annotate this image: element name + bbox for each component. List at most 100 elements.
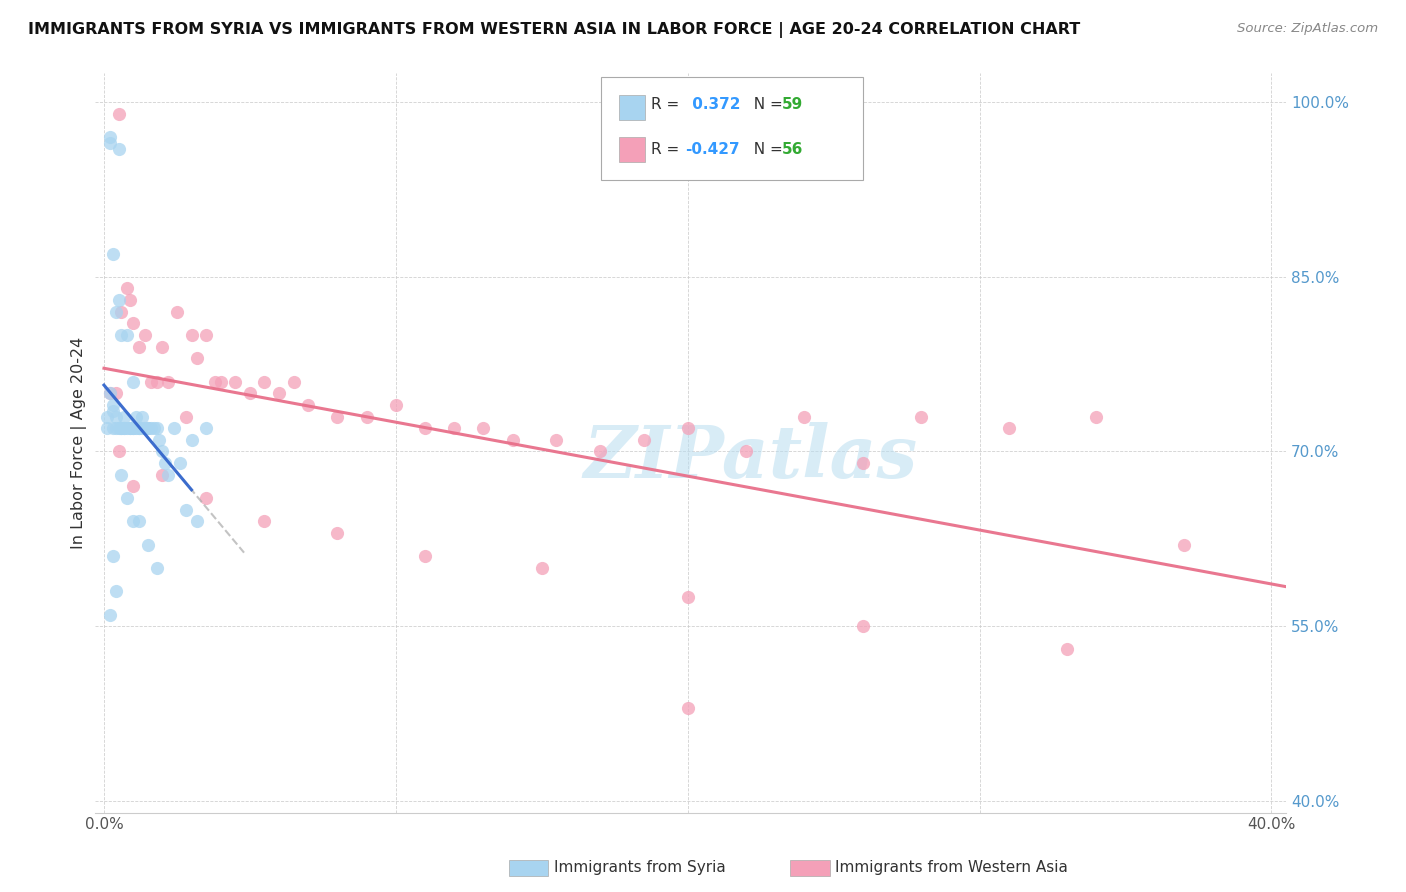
- Point: [150, 444, 173, 458]
- Point: [104, 304, 127, 318]
- Point: [101, 246, 124, 260]
- Point: [128, 340, 150, 354]
- FancyBboxPatch shape: [619, 137, 645, 161]
- Point: [145, 561, 167, 575]
- Point: [180, 328, 202, 343]
- Point: [413, 421, 436, 435]
- Point: [125, 421, 148, 435]
- Point: [157, 467, 180, 482]
- Point: [131, 409, 153, 424]
- Y-axis label: In Labor Force | Age 20-24: In Labor Force | Age 20-24: [72, 336, 87, 549]
- Point: [546, 433, 568, 447]
- Point: [120, 421, 142, 435]
- Point: [297, 398, 319, 412]
- Point: [385, 398, 408, 412]
- Point: [101, 398, 124, 412]
- Point: [356, 409, 378, 424]
- Point: [155, 456, 177, 470]
- Point: [112, 421, 135, 435]
- Point: [125, 409, 148, 424]
- Point: [107, 142, 129, 156]
- Point: [195, 421, 218, 435]
- Point: [122, 514, 145, 528]
- Point: [107, 293, 129, 307]
- Point: [101, 421, 124, 435]
- Text: R =: R =: [651, 97, 685, 112]
- Point: [110, 328, 132, 343]
- Text: Source: ZipAtlas.com: Source: ZipAtlas.com: [1237, 22, 1378, 36]
- Point: [107, 421, 129, 435]
- Point: [101, 403, 124, 417]
- Text: -0.427: -0.427: [685, 142, 740, 157]
- Point: [195, 491, 218, 505]
- Point: [110, 421, 132, 435]
- Point: [180, 433, 202, 447]
- Point: [136, 538, 159, 552]
- Text: N =: N =: [744, 142, 787, 157]
- Point: [443, 421, 465, 435]
- Point: [107, 444, 129, 458]
- Point: [224, 375, 246, 389]
- Point: [117, 328, 139, 343]
- Point: [122, 375, 145, 389]
- Text: N =: N =: [744, 97, 787, 112]
- Point: [110, 304, 132, 318]
- Point: [120, 421, 142, 435]
- Point: [735, 444, 758, 458]
- Point: [148, 433, 170, 447]
- Point: [530, 561, 553, 575]
- Point: [128, 514, 150, 528]
- Point: [910, 409, 932, 424]
- Point: [96, 421, 118, 435]
- Point: [117, 281, 139, 295]
- Point: [122, 317, 145, 331]
- Point: [110, 421, 132, 435]
- Point: [101, 549, 124, 564]
- FancyBboxPatch shape: [602, 77, 863, 180]
- Point: [253, 514, 276, 528]
- Point: [239, 386, 262, 401]
- Point: [104, 421, 127, 435]
- Point: [676, 590, 699, 604]
- Point: [112, 409, 135, 424]
- Point: [117, 491, 139, 505]
- Point: [852, 619, 875, 633]
- Point: [112, 421, 135, 435]
- Point: [131, 421, 153, 435]
- Point: [174, 502, 197, 516]
- Text: 59: 59: [782, 97, 803, 112]
- Point: [326, 409, 349, 424]
- Point: [128, 421, 150, 435]
- Point: [793, 409, 815, 424]
- Point: [204, 375, 226, 389]
- Point: [98, 386, 121, 401]
- Point: [166, 304, 188, 318]
- Point: [253, 375, 276, 389]
- Point: [98, 136, 121, 150]
- Point: [283, 375, 305, 389]
- Point: [136, 421, 159, 435]
- Point: [326, 526, 349, 541]
- Point: [145, 375, 167, 389]
- Point: [122, 479, 145, 493]
- Point: [1173, 538, 1195, 552]
- Point: [98, 386, 121, 401]
- Point: [134, 328, 156, 343]
- Point: [136, 421, 159, 435]
- Point: [676, 700, 699, 714]
- Text: ZIPatlas: ZIPatlas: [583, 422, 917, 493]
- Point: [150, 467, 173, 482]
- Point: [502, 433, 524, 447]
- Point: [122, 421, 145, 435]
- Point: [107, 107, 129, 121]
- Point: [150, 340, 173, 354]
- Point: [104, 584, 127, 599]
- Point: [267, 386, 290, 401]
- Text: Immigrants from Syria: Immigrants from Syria: [554, 861, 725, 875]
- Point: [209, 375, 232, 389]
- Point: [1056, 642, 1078, 657]
- Point: [139, 375, 162, 389]
- Point: [997, 421, 1019, 435]
- Point: [163, 421, 186, 435]
- Point: [169, 456, 191, 470]
